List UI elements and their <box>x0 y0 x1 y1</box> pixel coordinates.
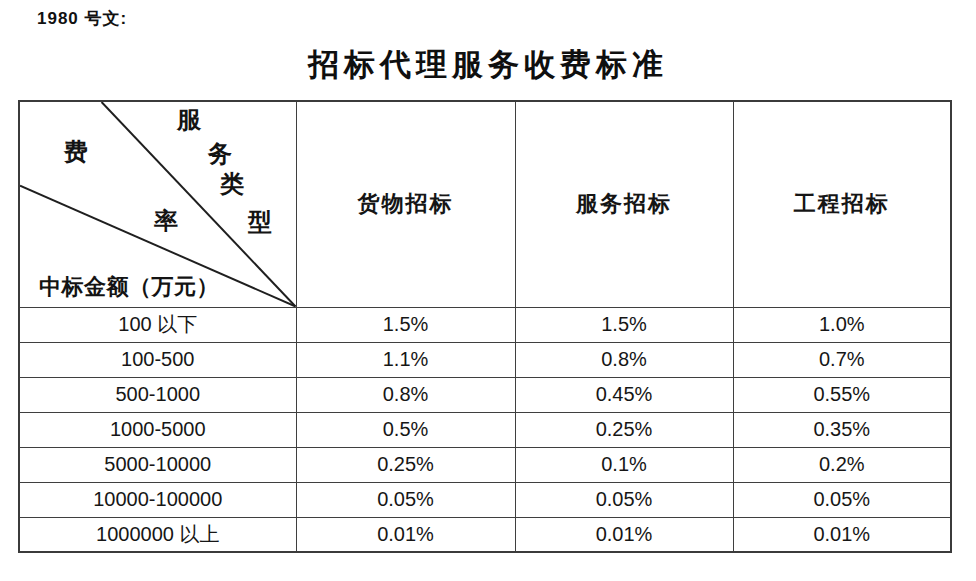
amount-range-cell: 1000000 以上 <box>19 517 296 552</box>
rate-cell: 0.7% <box>733 342 951 377</box>
doc-ref: 1980 号文: <box>37 7 127 30</box>
document-page: 1980 号文: 招标代理服务收费标准 服 务 类 型 费 率 中标金额（ <box>0 0 976 581</box>
rate-cell: 0.05% <box>296 482 515 517</box>
corner-bottom-label: 中标金额（万元） <box>39 272 219 302</box>
rate-cell: 0.5% <box>296 412 515 447</box>
table-row: 500-10000.8%0.45%0.55% <box>19 377 951 412</box>
corner-axis-top-char: 务 <box>208 142 232 166</box>
table-row: 100 以下1.5%1.5%1.0% <box>19 307 951 342</box>
amount-range-cell: 1000-5000 <box>19 412 296 447</box>
rate-cell: 1.5% <box>515 307 733 342</box>
header-row: 服 务 类 型 费 率 中标金额（万元） 货物招标 服务招标 工程招标 <box>19 101 951 307</box>
rate-cell: 1.1% <box>296 342 515 377</box>
rate-cell: 0.05% <box>733 482 951 517</box>
corner-axis-mid-char: 率 <box>154 209 178 233</box>
col-header-services-bidding: 服务招标 <box>515 101 733 307</box>
table-row: 1000-50000.5%0.25%0.35% <box>19 412 951 447</box>
rate-cell: 0.8% <box>296 377 515 412</box>
corner-axis-mid-char: 费 <box>64 140 88 164</box>
table-row: 5000-100000.25%0.1%0.2% <box>19 447 951 482</box>
rate-cell: 0.01% <box>515 517 733 552</box>
rate-cell: 0.55% <box>733 377 951 412</box>
rate-cell: 0.01% <box>296 517 515 552</box>
col-header-goods-bidding: 货物招标 <box>296 101 515 307</box>
table-row: 100-5001.1%0.8%0.7% <box>19 342 951 377</box>
rate-cell: 0.8% <box>515 342 733 377</box>
rate-cell: 0.2% <box>733 447 951 482</box>
col-header-works-bidding: 工程招标 <box>733 101 951 307</box>
amount-range-cell: 100 以下 <box>19 307 296 342</box>
amount-range-cell: 10000-100000 <box>19 482 296 517</box>
table-row: 1000000 以上0.01%0.01%0.01% <box>19 517 951 552</box>
table-row: 10000-1000000.05%0.05%0.05% <box>19 482 951 517</box>
rate-cell: 0.35% <box>733 412 951 447</box>
corner-axis-top-char: 服 <box>177 108 201 132</box>
amount-range-cell: 5000-10000 <box>19 447 296 482</box>
rate-cell: 0.05% <box>515 482 733 517</box>
diagonal-header-cell: 服 务 类 型 费 率 中标金额（万元） <box>19 101 296 307</box>
amount-range-cell: 500-1000 <box>19 377 296 412</box>
amount-range-cell: 100-500 <box>19 342 296 377</box>
fee-table: 服 务 类 型 费 率 中标金额（万元） 货物招标 服务招标 工程招标 100 … <box>18 100 952 553</box>
rate-cell: 0.01% <box>733 517 951 552</box>
page-title: 招标代理服务收费标准 <box>0 44 976 86</box>
rate-cell: 1.0% <box>733 307 951 342</box>
rate-cell: 0.1% <box>515 447 733 482</box>
rate-cell: 1.5% <box>296 307 515 342</box>
rate-cell: 0.45% <box>515 377 733 412</box>
rate-cell: 0.25% <box>515 412 733 447</box>
corner-axis-top-char: 型 <box>248 210 272 234</box>
rate-cell: 0.25% <box>296 447 515 482</box>
corner-axis-top-char: 类 <box>220 172 244 196</box>
